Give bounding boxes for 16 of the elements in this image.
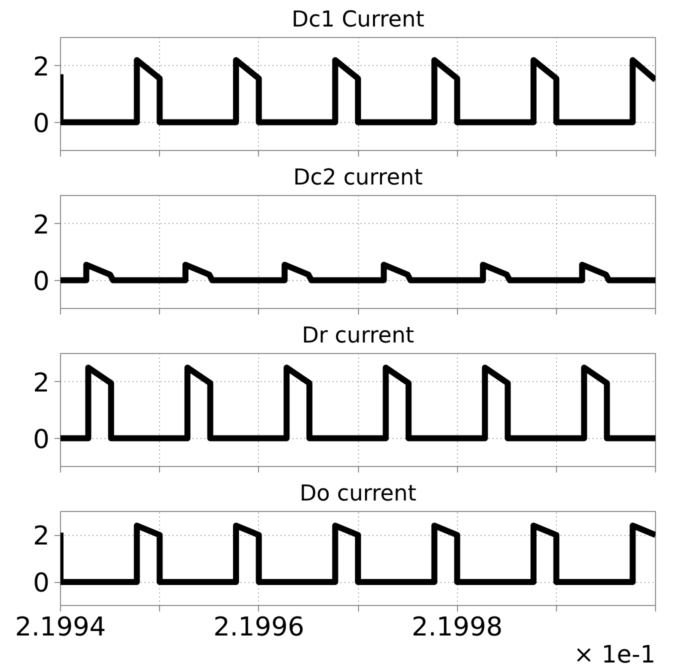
x-tick-label: 2.1994 (15, 612, 106, 642)
text: × 1e-1 (574, 640, 656, 668)
y-tick-label: 0 (32, 424, 50, 455)
x-tick-label: 2.1998 (412, 612, 503, 642)
y-tick-label: 2 (32, 522, 50, 552)
y-tick-label: 0 (32, 266, 50, 297)
y-tick-label: 0 (32, 108, 50, 139)
y-tick-label: 0 (32, 568, 50, 598)
chart-title: Do current (300, 482, 417, 506)
y-tick-label: 2 (32, 210, 50, 240)
y-tick-label: 2 (32, 52, 50, 82)
chart-title: Dr current (302, 324, 415, 348)
x-tick-label: 2.1996 (213, 612, 304, 642)
chart-title: Dc1 Current (292, 8, 425, 32)
y-tick-label: 2 (32, 368, 50, 398)
chart-title: Dc2 current (293, 166, 424, 190)
